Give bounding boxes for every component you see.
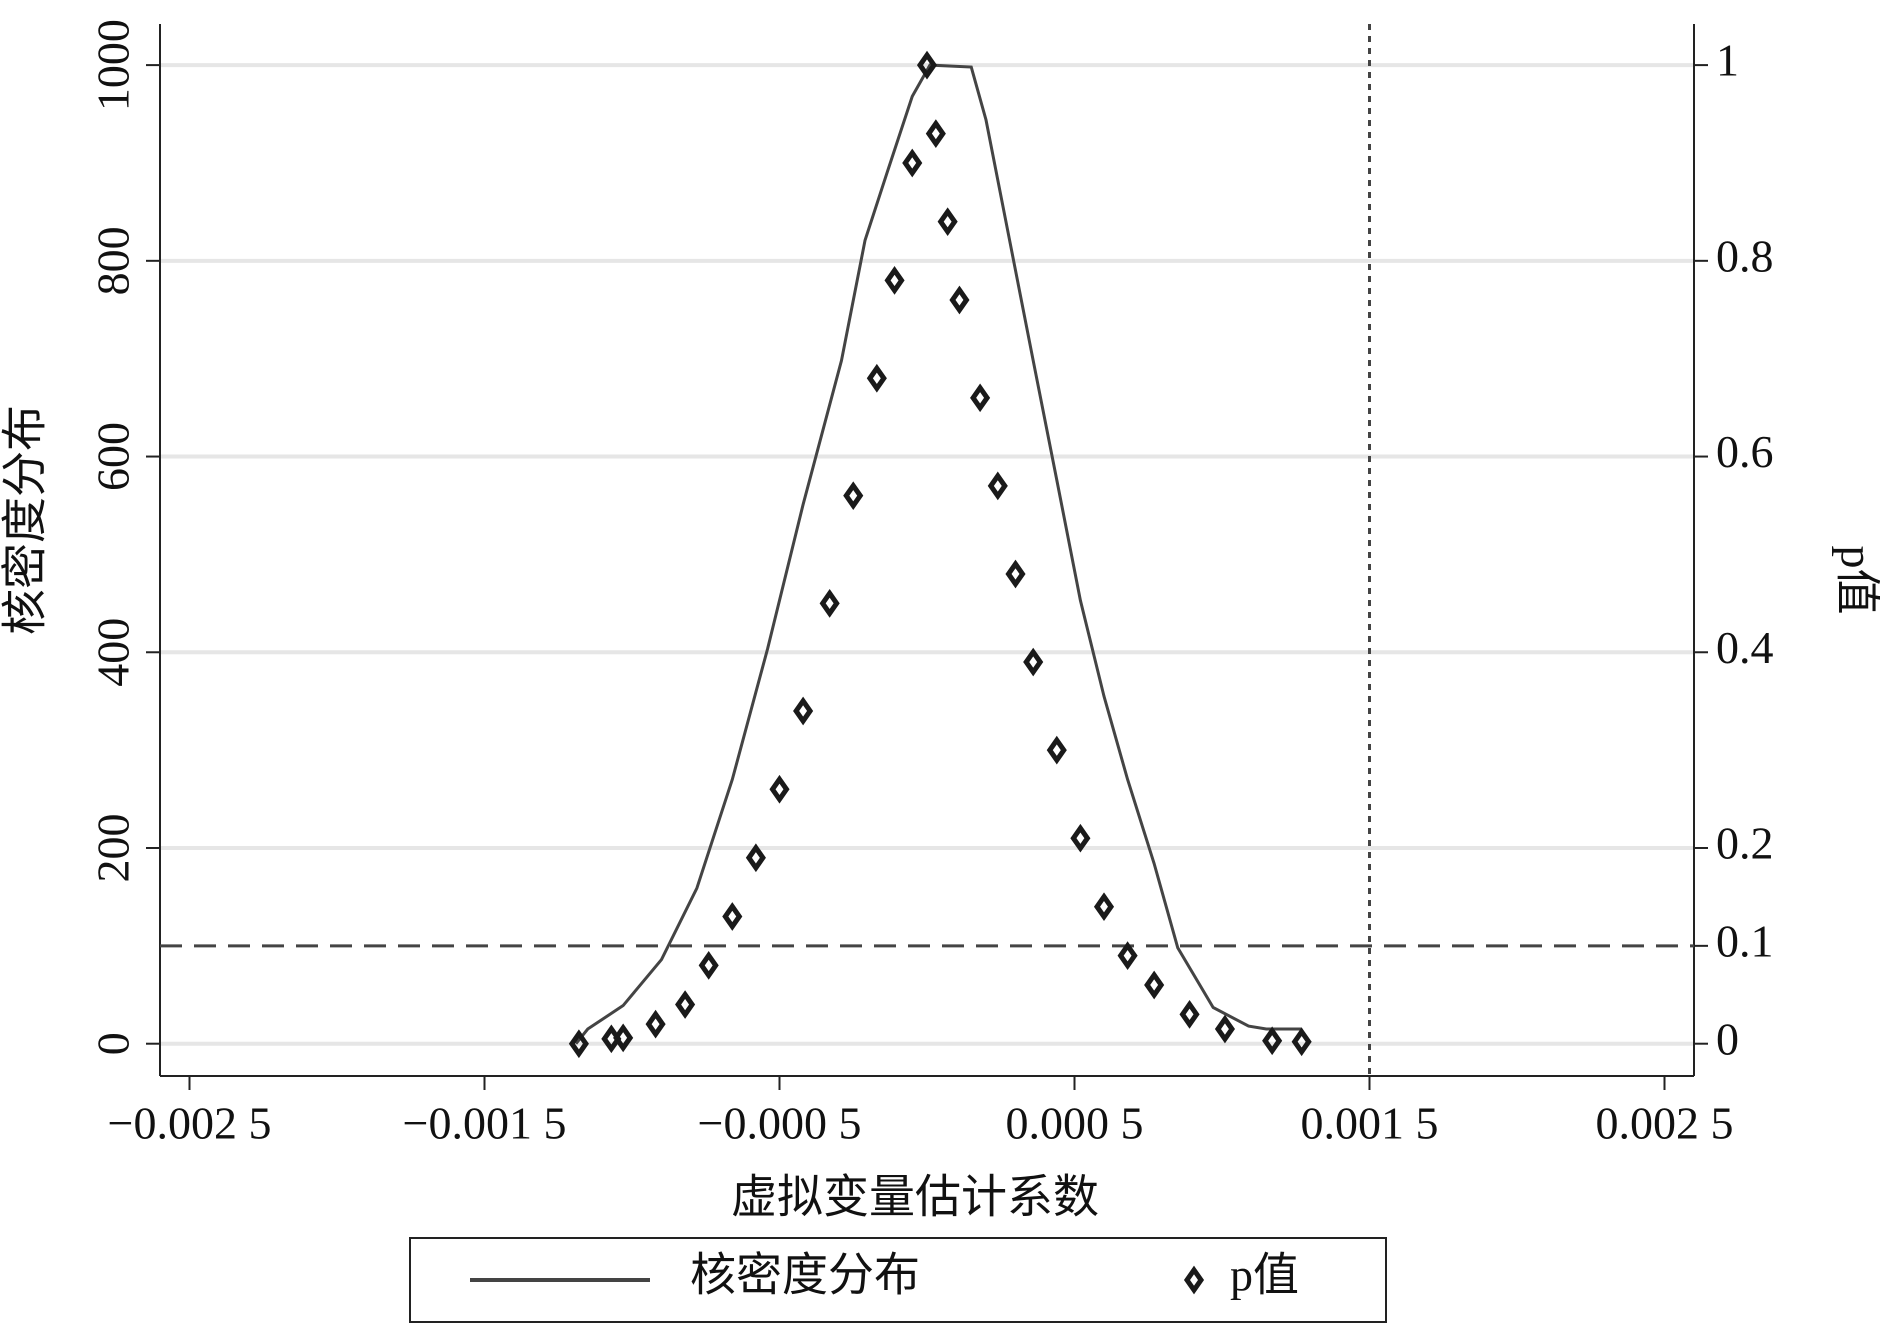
y-tick-label: 200 xyxy=(88,813,139,882)
p-value-point xyxy=(722,902,743,931)
p-value-point xyxy=(1262,1026,1283,1056)
y2-tick-label: 1 xyxy=(1716,35,1739,86)
p-value-point xyxy=(970,383,991,413)
p-value-point xyxy=(819,588,840,618)
p-value-point xyxy=(925,119,946,148)
y-tick-label: 800 xyxy=(88,226,139,295)
p-value-point xyxy=(1291,1027,1312,1057)
p-value-point xyxy=(1214,1014,1236,1044)
legend-label: 核密度分布 xyxy=(690,1250,920,1301)
p-value-point xyxy=(1070,823,1091,853)
legend-box xyxy=(409,1237,1387,1323)
y2-tick-label: 0.6 xyxy=(1716,426,1774,477)
p-value-point xyxy=(916,50,938,80)
y-tick-label: 600 xyxy=(88,422,139,491)
p-value-point xyxy=(769,774,790,804)
x-axis-title: 虚拟变量估计系数 xyxy=(731,1172,1099,1223)
x-tick-label: 0.001 5 xyxy=(1301,1098,1439,1149)
p-value-point xyxy=(645,1009,666,1039)
p-value-point xyxy=(1046,735,1067,765)
y2-tick-label: 0.2 xyxy=(1716,818,1774,869)
p-value-point xyxy=(902,148,923,178)
y2-axis-title: p值 xyxy=(1831,546,1880,615)
x-tick-label: −0.000 5 xyxy=(698,1098,862,1149)
p-value-point xyxy=(1005,559,1026,589)
x-tick-label: 0.000 5 xyxy=(1006,1098,1144,1149)
p-value-point xyxy=(866,363,887,393)
p-value-point xyxy=(793,696,814,726)
density-line xyxy=(574,63,1302,1045)
y2-tick-label: 0.4 xyxy=(1716,622,1774,673)
y2-tick-label: 0.1 xyxy=(1716,915,1774,966)
p-value-point xyxy=(949,285,970,315)
p-value-point xyxy=(1023,647,1044,677)
y2-tick-label: 0.8 xyxy=(1716,230,1774,281)
p-value-point xyxy=(937,207,958,237)
p-value-point xyxy=(987,471,1008,501)
x-tick-label: −0.001 5 xyxy=(403,1098,567,1149)
legend-label: p值 xyxy=(1230,1250,1299,1301)
y-tick-label: 400 xyxy=(88,618,139,687)
p-value-point xyxy=(884,266,905,295)
p-value-point xyxy=(1093,892,1115,922)
y2-tick-label: 0 xyxy=(1716,1013,1739,1064)
y-tick-label: 0 xyxy=(88,1032,139,1055)
p-value-point xyxy=(1144,970,1165,1000)
y-tick-label: 1000 xyxy=(88,19,139,111)
y-axis-title: 核密度分布 xyxy=(0,405,51,635)
p-value-point xyxy=(843,481,864,511)
p-value-point xyxy=(1179,999,1200,1029)
p-value-point xyxy=(568,1029,589,1059)
p-value-point xyxy=(675,990,696,1019)
p-value-point xyxy=(1117,941,1138,970)
p-value-point xyxy=(613,1023,634,1053)
x-tick-label: −0.002 5 xyxy=(108,1098,272,1149)
legend-swatch xyxy=(1183,1265,1205,1295)
p-value-point xyxy=(745,843,766,873)
x-tick-label: 0.002 5 xyxy=(1596,1098,1734,1149)
p-value-point xyxy=(698,951,719,980)
